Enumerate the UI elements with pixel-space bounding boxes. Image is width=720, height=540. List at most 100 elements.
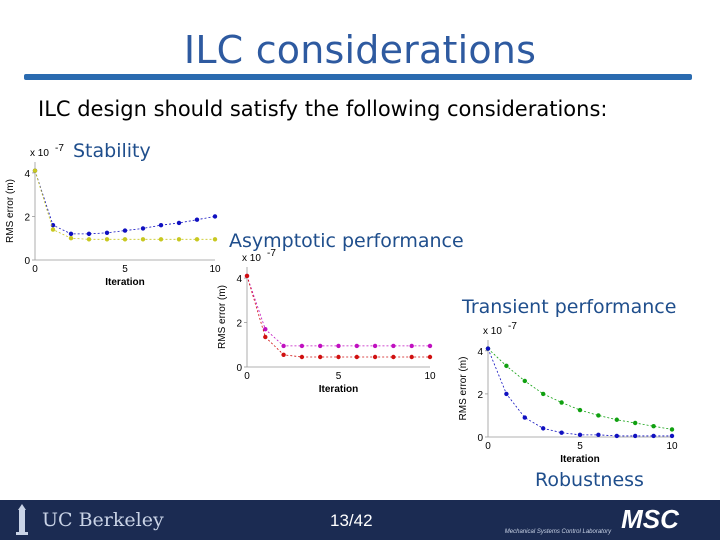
data-point [263,334,268,340]
data-point [140,237,146,242]
y-tick-label: 4 [236,274,242,285]
data-point [522,378,527,384]
y-tick-label: 4 [477,347,483,358]
data-point [614,433,619,439]
data-point [504,363,509,369]
series-line [487,348,673,430]
x-tick-label: 5 [577,441,583,452]
x-axis-label: Iteration [319,384,358,395]
data-point [194,237,200,242]
x-tick-label: 10 [424,371,436,382]
x-tick-label: 0 [244,371,250,382]
data-point [409,354,414,360]
x-axis-label: Iteration [105,277,144,288]
y-tick-label: 0 [477,433,483,444]
data-point [427,343,433,349]
chart-transient: 0 5 10 0 2 4 x 10 -7 Iteration RMS error (m) [455,315,695,470]
data-point [354,354,359,360]
data-point [354,343,359,349]
data-point [651,424,656,429]
data-point [596,413,601,418]
svg-text:Mechanical Systems Control Lab: Mechanical Systems Control Laboratory [505,529,612,535]
data-point [541,426,546,431]
series-line [246,275,430,347]
data-point [633,433,638,439]
x-tick-label: 5 [122,264,128,275]
data-point [299,343,305,349]
title-underline [24,74,692,80]
data-point [372,343,378,349]
data-point [86,237,92,242]
footer-bar: UC Berkeley 13/42 MSC Mechanical Systems… [0,500,720,540]
scale-factor-exponent: -7 [55,143,64,154]
data-point [427,354,433,360]
data-point [299,354,305,360]
label-asymptotic: Asymptotic performance [229,230,464,252]
data-point [391,343,396,349]
x-axis-label: Iteration [560,454,599,465]
data-point [281,352,286,357]
data-point [596,432,601,438]
x-tick-label: 10 [666,441,678,452]
data-point [104,237,110,242]
data-point [122,228,128,233]
data-point [281,343,286,349]
data-point [409,343,414,349]
data-point [669,427,675,432]
uc-berkeley-logo: UC Berkeley [42,509,164,531]
x-tick-label: 0 [32,264,38,275]
data-point [68,231,74,237]
x-tick-label: 0 [485,441,491,452]
label-stability: Stability [73,140,151,162]
data-point [104,230,110,235]
data-point [50,227,56,232]
y-axis-label: RMS error (m) [217,285,228,349]
data-point [522,415,527,420]
data-point [614,417,619,422]
y-tick-label: 2 [477,390,483,401]
series-line [34,170,216,235]
data-point [122,237,128,242]
scale-factor-label: x 10 [30,148,49,159]
scale-factor-label: x 10 [242,253,261,264]
y-axis-label: RMS error (m) [5,179,16,243]
data-point [68,236,74,241]
data-point [336,343,341,349]
data-point [372,354,378,360]
data-point [577,432,583,438]
data-point [86,231,92,237]
data-point [194,217,200,222]
data-point [336,354,341,360]
data-point [504,391,509,397]
data-point [212,214,218,219]
data-point [50,222,56,228]
data-point [633,420,638,426]
scale-factor-label: x 10 [483,326,502,337]
y-tick-label: 2 [236,319,242,330]
data-point [559,400,564,405]
data-point [176,220,182,226]
x-tick-label: 5 [336,371,342,382]
msc-lab-logo: MSC Mechanical Systems Control Laborator… [500,503,715,537]
data-point [32,168,38,173]
intro-text: ILC design should satisfy the following … [38,97,608,121]
y-tick-label: 2 [24,212,30,223]
data-point [651,433,656,439]
data-point [485,346,491,351]
data-point [559,430,564,435]
x-tick-label: 10 [209,264,221,275]
campanile-logo-icon [16,504,28,535]
page-number: 13/42 [330,511,373,530]
y-tick-label: 4 [24,169,30,180]
data-point [318,354,323,360]
scale-factor-exponent: -7 [267,248,276,259]
data-point [391,354,396,360]
series-line [487,348,672,437]
svg-text:MSC: MSC [621,504,680,534]
y-tick-label: 0 [236,363,242,374]
scale-factor-exponent: -7 [508,321,517,332]
y-tick-label: 0 [24,256,30,267]
data-point [318,343,323,349]
data-point [176,237,182,242]
data-point [212,237,218,242]
